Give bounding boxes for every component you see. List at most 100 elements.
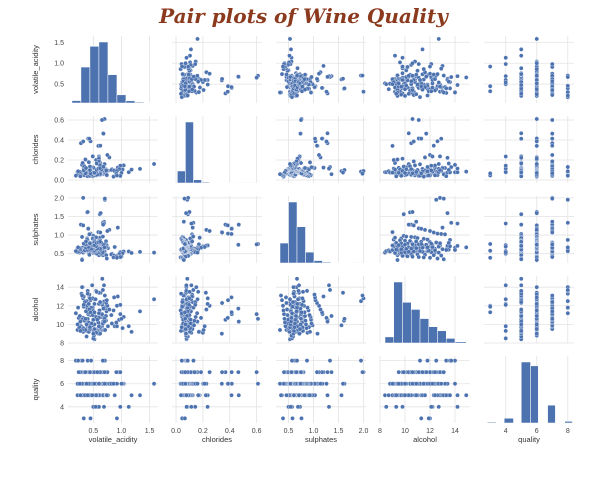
scatter-point bbox=[487, 255, 493, 261]
scatter-point bbox=[440, 225, 445, 230]
scatter-point bbox=[203, 290, 209, 296]
scatter-point bbox=[448, 220, 454, 226]
scatter-point bbox=[294, 305, 300, 310]
scatter-point bbox=[104, 393, 110, 398]
scatter-point bbox=[287, 296, 293, 302]
scatter-point bbox=[114, 416, 120, 421]
scatter-point bbox=[254, 311, 259, 317]
histogram-bar-quality bbox=[530, 365, 539, 424]
scatter-point bbox=[254, 369, 259, 375]
scatter-point bbox=[305, 305, 310, 310]
scatter-point bbox=[92, 381, 97, 386]
y-tick-label-sulphates: 1.0 bbox=[54, 233, 64, 240]
scatter-point bbox=[518, 322, 524, 327]
scatter-point bbox=[288, 47, 294, 52]
scatter-point bbox=[87, 136, 92, 141]
scatter-point bbox=[402, 242, 408, 248]
scatter-point bbox=[406, 91, 412, 97]
scatter-point bbox=[300, 296, 305, 301]
scatter-point bbox=[111, 308, 116, 313]
scatter-point bbox=[303, 322, 309, 327]
scatter-point bbox=[393, 404, 399, 410]
scatter-point bbox=[294, 276, 300, 282]
scatter-point bbox=[225, 315, 231, 321]
scatter-point bbox=[92, 326, 97, 332]
scatter-point bbox=[185, 358, 190, 363]
scatter-point bbox=[319, 85, 325, 91]
scatter-point bbox=[114, 173, 120, 178]
scatter-point bbox=[119, 381, 124, 386]
scatter-point bbox=[195, 36, 200, 42]
histogram-bar-sulphates bbox=[313, 260, 323, 264]
x-tick-label-volatile_acidity: 1.0 bbox=[117, 428, 127, 435]
scatter-point bbox=[565, 197, 571, 202]
scatter-point bbox=[437, 154, 443, 159]
scatter-point bbox=[402, 381, 408, 386]
scatter-point bbox=[534, 331, 540, 336]
scatter-point bbox=[393, 393, 399, 398]
scatter-point bbox=[386, 86, 392, 92]
scatter-point bbox=[565, 245, 571, 250]
scatter-point bbox=[93, 393, 99, 398]
scatter-point bbox=[534, 257, 540, 263]
scatter-point bbox=[392, 167, 398, 172]
scatter-point bbox=[326, 166, 332, 171]
scatter-point bbox=[80, 195, 86, 201]
scatter-point bbox=[280, 416, 286, 421]
scatter-point bbox=[565, 93, 571, 98]
scatter-point bbox=[80, 139, 86, 144]
scatter-point bbox=[151, 381, 157, 386]
scatter-point bbox=[183, 331, 189, 336]
scatter-point bbox=[104, 172, 110, 178]
scatter-point bbox=[205, 404, 210, 410]
scatter-point bbox=[534, 326, 540, 332]
x-axis-label-chlorides: chlorides bbox=[202, 435, 232, 444]
scatter-point bbox=[412, 163, 418, 168]
scatter-point bbox=[289, 315, 294, 321]
scatter-point bbox=[430, 154, 435, 159]
scatter-point bbox=[89, 321, 94, 326]
scatter-point bbox=[411, 159, 417, 164]
scatter-point bbox=[84, 381, 89, 386]
scatter-point bbox=[87, 324, 93, 330]
scatter-point bbox=[360, 369, 365, 375]
scatter-point bbox=[111, 381, 116, 386]
y-tick-label-sulphates: 1.5 bbox=[54, 214, 64, 221]
scatter-point bbox=[430, 381, 435, 386]
scatter-point bbox=[390, 381, 395, 386]
scatter-point bbox=[441, 257, 447, 262]
scatter-point bbox=[203, 393, 209, 398]
scatter-point bbox=[415, 68, 420, 74]
scatter-point bbox=[86, 301, 92, 307]
scatter-point bbox=[406, 393, 412, 398]
scatter-point bbox=[303, 318, 308, 323]
scatter-point bbox=[395, 257, 400, 263]
scatter-point bbox=[463, 169, 469, 174]
scatter-point bbox=[443, 247, 449, 253]
histogram-bar-volatile_acidity bbox=[89, 46, 100, 104]
scatter-point bbox=[324, 381, 329, 386]
scatter-point bbox=[503, 336, 508, 341]
scatter-point bbox=[292, 324, 297, 330]
histogram-bar-alcohol bbox=[419, 318, 429, 344]
scatter-point bbox=[401, 211, 407, 217]
scatter-point bbox=[415, 82, 420, 87]
scatter-point bbox=[219, 76, 225, 82]
scatter-point bbox=[178, 393, 184, 398]
scatter-point bbox=[129, 393, 134, 398]
scatter-point bbox=[109, 321, 115, 326]
scatter-point bbox=[189, 283, 194, 288]
scatter-point bbox=[550, 152, 555, 158]
scatter-point bbox=[236, 319, 242, 324]
scatter-point bbox=[431, 143, 437, 148]
scatter-point bbox=[184, 55, 189, 61]
scatter-point bbox=[442, 381, 448, 386]
scatter-point bbox=[115, 225, 121, 230]
scatter-point bbox=[428, 89, 434, 94]
scatter-point bbox=[518, 328, 524, 334]
scatter-point bbox=[184, 404, 189, 410]
scatter-point bbox=[319, 136, 325, 141]
scatter-point bbox=[205, 301, 210, 307]
scatter-point bbox=[435, 71, 440, 77]
scatter-point bbox=[183, 60, 188, 66]
